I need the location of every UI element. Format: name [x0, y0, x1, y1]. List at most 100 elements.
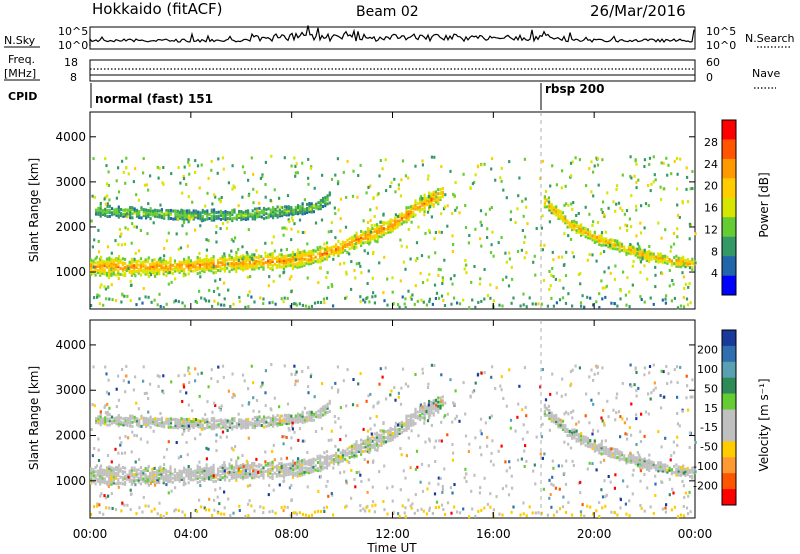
- velocity-echo-cell: [423, 406, 426, 410]
- velocity-echo-cell: [613, 486, 616, 490]
- velocity-echo-cell: [505, 404, 508, 408]
- power-echo-cell: [271, 252, 274, 255]
- power-echo-cell: [312, 252, 315, 256]
- nsky-line: [89, 25, 695, 46]
- velocity-echo-cell: [262, 511, 265, 515]
- velocity-echo-cell: [437, 406, 440, 410]
- velocity-echo-cell: [273, 465, 276, 469]
- velocity-echo-cell: [548, 413, 551, 416]
- power-echo-cell: [222, 211, 225, 214]
- power-echo-cell: [99, 273, 102, 277]
- velocity-echo-cell: [262, 417, 266, 421]
- velocity-echo-cell: [601, 366, 604, 370]
- power-echo-cell: [174, 215, 177, 219]
- velocity-echo-cell: [99, 421, 102, 425]
- velocity-echo-cell: [301, 439, 304, 443]
- power-echo-cell: [319, 249, 322, 253]
- velocity-echo-cell: [356, 404, 359, 408]
- power-echo-cell: [223, 257, 227, 261]
- power-echo-cell: [134, 251, 137, 255]
- velocity-echo-cell: [147, 419, 150, 423]
- power-echo-cell: [239, 255, 242, 259]
- power-echo-cell: [685, 297, 689, 301]
- power-echo-cell: [247, 293, 250, 297]
- velocity-echo-cell: [419, 418, 422, 422]
- velocity-echo-cell: [479, 429, 482, 433]
- power-echo-cell: [595, 235, 599, 239]
- velocity-echo-cell: [474, 381, 477, 385]
- power-echo-cell: [630, 225, 633, 229]
- power-echo-cell: [307, 262, 310, 266]
- velocity-echo-cell: [652, 363, 655, 367]
- power-echo-cell: [230, 238, 233, 242]
- velocity-echo-cell: [222, 423, 225, 427]
- power-echo-cell: [99, 269, 102, 273]
- power-echo-cell: [357, 235, 360, 239]
- power-echo-cell: [252, 172, 255, 176]
- velocity-echo-cell: [184, 482, 187, 486]
- power-echo-cell: [555, 183, 558, 187]
- velocity-echo-cell: [107, 378, 110, 382]
- velocity-echo-cell: [203, 474, 206, 478]
- power-echo-cell: [688, 266, 692, 270]
- velocity-echo-cell: [169, 421, 173, 425]
- power-echo-cell: [165, 209, 168, 213]
- power-echo-cell: [630, 252, 633, 256]
- velocity-echo-cell: [126, 417, 129, 420]
- power-echo-cell: [162, 266, 165, 270]
- power-echo-cell: [555, 211, 558, 215]
- power-echo-cell: [350, 244, 354, 248]
- power-echo-cell: [278, 259, 281, 263]
- velocity-echo-cell: [325, 450, 329, 454]
- velocity-echo-cell: [339, 438, 342, 442]
- velocity-echo-cell: [426, 386, 430, 389]
- velocity-echo-cell: [573, 432, 576, 436]
- power-echo-cell: [201, 214, 204, 218]
- velocity-echo-cell: [244, 418, 247, 422]
- velocity-echo-cell: [221, 466, 224, 469]
- power-echo-cell: [205, 265, 208, 269]
- power-echo-cell: [244, 267, 247, 271]
- velocity-echo-cell: [192, 422, 195, 425]
- power-echo-cell: [264, 160, 267, 164]
- velocity-echo-cell: [187, 469, 190, 472]
- power-echo-cell: [244, 211, 247, 215]
- velocity-echo-cell: [272, 422, 275, 426]
- velocity-echo-cell: [585, 392, 588, 396]
- velocity-echo-cell: [131, 414, 134, 418]
- power-echo-cell: [563, 232, 566, 236]
- power-echo-cell: [235, 268, 238, 271]
- velocity-echo-cell: [278, 472, 281, 476]
- power-echo-cell: [160, 261, 163, 265]
- power-echo-cell: [569, 225, 573, 228]
- velocity-echo-cell: [582, 441, 585, 445]
- velocity-echo-cell: [244, 420, 247, 424]
- velocity-echo-cell: [255, 399, 259, 402]
- velocity-echo-cell: [652, 461, 655, 465]
- power-echo-cell: [341, 242, 344, 246]
- velocity-echo-cell: [231, 425, 234, 429]
- power-echo-cell: [269, 254, 272, 258]
- velocity-echo-cell: [162, 374, 165, 378]
- power-echo-cell: [297, 208, 300, 212]
- power-echo-cell: [328, 191, 331, 195]
- power-echo-cell: [628, 217, 631, 221]
- power-echo-cell: [174, 217, 177, 221]
- power-echo-cell: [389, 224, 392, 228]
- power-echo-cell: [524, 235, 527, 239]
- velocity-echo-cell: [104, 422, 107, 426]
- power-echo-cell: [308, 210, 311, 214]
- power-echo-cell: [234, 236, 237, 240]
- power-echo-cell: [407, 214, 410, 218]
- power-echo-cell: [430, 215, 433, 219]
- velocity-echo-cell: [684, 467, 687, 471]
- velocity-echo-cell: [208, 467, 211, 471]
- power-echo-cell: [115, 209, 118, 213]
- velocity-echo-cell: [405, 428, 408, 432]
- velocity-echo-cell: [189, 474, 192, 478]
- power-echo-cell: [112, 270, 115, 274]
- velocity-echo-cell: [199, 419, 202, 423]
- power-echo-cell: [233, 185, 236, 189]
- power-echo-cell: [298, 265, 301, 269]
- velocity-echo-cell: [546, 413, 549, 417]
